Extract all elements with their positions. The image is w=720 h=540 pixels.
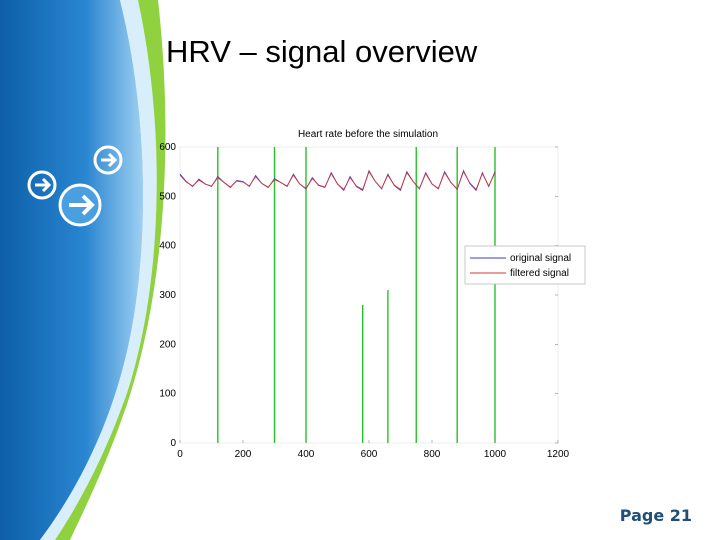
- legend-filtered-label: filtered signal: [510, 268, 569, 279]
- sidebar-green-stripe: [55, 0, 166, 540]
- plot-area: [179, 146, 559, 444]
- spike-layer: [217, 147, 496, 443]
- x-tick-label: 1200: [547, 449, 570, 460]
- y-tick-label: 400: [159, 241, 176, 252]
- y-tick-label: 200: [159, 339, 176, 350]
- heart-rate-chart: Heart rate before the simulation 0 200 400…: [159, 129, 586, 460]
- sidebar-light-wave: [40, 0, 157, 540]
- tick-layer: 0 200 400 600 800 1000 1200 0 100 200 300 400 500 600: [159, 142, 569, 460]
- slide-title: HRV – signal overview: [166, 34, 478, 69]
- y-tick-label: 600: [159, 142, 176, 153]
- x-tick-label: 400: [298, 449, 315, 460]
- arrow-right-icon: [58, 183, 102, 227]
- filtered-signal-line: [179, 170, 496, 191]
- legend-original-label: original signal: [510, 253, 571, 264]
- sidebar-blue-panel: [0, 0, 144, 540]
- arrow-right-icon: [93, 145, 123, 175]
- y-tick-label: 500: [159, 191, 176, 202]
- y-tick-label: 100: [159, 389, 176, 400]
- legend-box: [464, 245, 586, 285]
- page-number: Page 21: [619, 506, 692, 525]
- line-layer: [179, 169, 496, 192]
- x-tick-label: 800: [424, 449, 441, 460]
- arrow-right-icon: [27, 170, 57, 200]
- x-tick-label: 600: [361, 449, 378, 460]
- y-tick-label: 0: [170, 438, 176, 449]
- chart-title: Heart rate before the simulation: [298, 129, 438, 140]
- legend: original signal filtered signal: [464, 245, 586, 285]
- x-tick-label: 0: [177, 449, 183, 460]
- x-tick-label: 200: [235, 449, 252, 460]
- x-tick-label: 1000: [484, 449, 507, 460]
- y-tick-label: 300: [159, 290, 176, 301]
